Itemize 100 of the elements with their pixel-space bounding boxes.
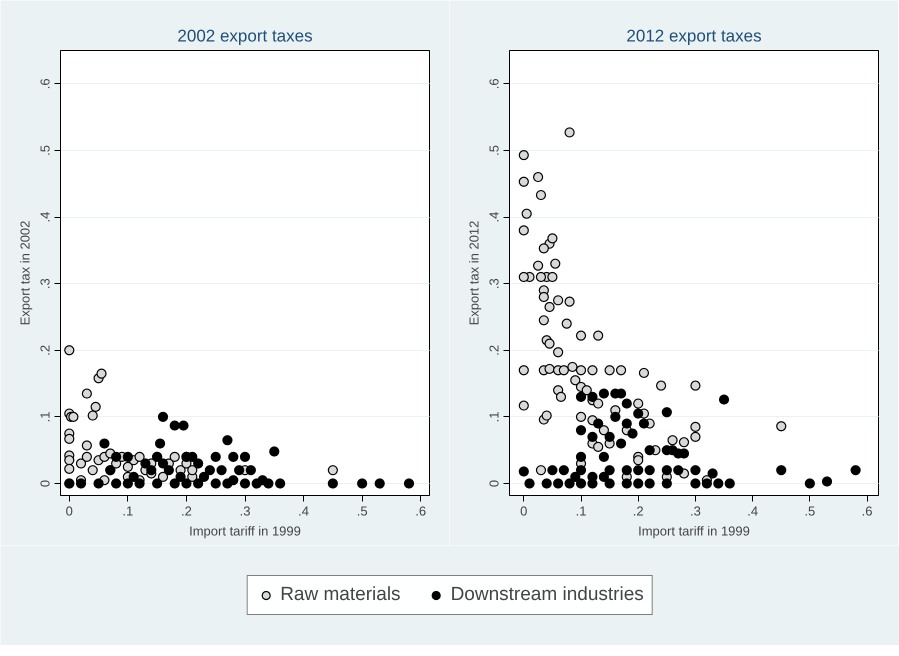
point (822, 476, 832, 487)
point (850, 465, 861, 476)
point (604, 432, 615, 442)
point (622, 418, 632, 429)
point (598, 452, 609, 462)
point (134, 452, 145, 462)
x-tick-label: .4 (747, 504, 758, 518)
point (210, 452, 221, 462)
point (82, 440, 92, 451)
point (111, 478, 122, 489)
x-tick-label: .3 (240, 504, 250, 518)
x-tick-label: .5 (804, 504, 816, 518)
point (357, 478, 368, 489)
point (210, 478, 221, 489)
point (558, 465, 569, 476)
legend-label: Raw materials (280, 584, 401, 606)
point (193, 478, 204, 489)
point (64, 434, 74, 444)
point (216, 465, 227, 476)
point (257, 475, 268, 486)
point (158, 412, 168, 422)
point (644, 445, 655, 456)
point (610, 412, 620, 422)
point (633, 408, 644, 419)
point (598, 388, 609, 399)
point (374, 478, 385, 489)
point (604, 478, 615, 489)
point (576, 465, 586, 476)
x-tick-label: .1 (122, 504, 134, 518)
point (644, 465, 655, 476)
y-tick-label: 0 (38, 480, 52, 488)
point (593, 418, 604, 429)
chart-title: 2002 export taxes (177, 26, 313, 46)
point (152, 478, 162, 489)
point (193, 458, 204, 469)
x-tick-label: .6 (862, 504, 872, 518)
point (269, 446, 280, 457)
point (154, 438, 166, 449)
point (88, 465, 98, 476)
point (134, 478, 145, 489)
point (776, 465, 786, 476)
legend-label: Downstream industries (450, 584, 644, 606)
point (170, 478, 180, 489)
point (240, 452, 250, 462)
x-tick-label: .3 (690, 504, 701, 518)
point (76, 478, 86, 489)
y-tick-label: .3 (486, 278, 502, 290)
point (622, 398, 632, 409)
point (633, 465, 644, 476)
point (170, 452, 180, 462)
x-tick-label: .6 (415, 504, 426, 518)
point (76, 458, 86, 469)
point (633, 478, 644, 489)
point (275, 478, 286, 489)
point (587, 392, 598, 402)
point (82, 388, 92, 399)
x-tick-label: .4 (298, 504, 309, 518)
point (99, 438, 110, 449)
point (713, 478, 724, 489)
point (587, 432, 598, 442)
y-tick-label: .3 (38, 278, 52, 290)
x-tick-label: .2 (632, 504, 644, 518)
point (222, 435, 233, 446)
y-tick-label: 0 (486, 480, 502, 488)
point (707, 468, 718, 479)
point (204, 465, 215, 476)
y-tick-label: .5 (38, 145, 52, 156)
point (404, 478, 414, 489)
point (122, 462, 133, 472)
point (690, 465, 701, 476)
x-tick-label: .5 (356, 504, 368, 518)
point (553, 478, 564, 489)
point (246, 465, 256, 476)
point (82, 452, 92, 462)
point (198, 472, 210, 482)
point (228, 475, 238, 486)
point (64, 455, 74, 466)
point (622, 465, 632, 476)
point (328, 465, 338, 476)
y-axis-title: Export tax in 2012 (466, 220, 482, 326)
point (93, 478, 104, 489)
point (90, 402, 101, 412)
point (644, 478, 655, 489)
point (662, 465, 672, 476)
point (718, 394, 730, 405)
point (88, 410, 98, 421)
point (702, 478, 712, 489)
point (673, 465, 684, 476)
y-tick-label: .2 (486, 344, 502, 356)
point (542, 478, 552, 489)
x-tick-label: .2 (181, 504, 192, 518)
point (604, 465, 615, 476)
point (128, 472, 139, 482)
point (140, 458, 151, 469)
point (181, 478, 192, 489)
x-tick-label: 0 (66, 504, 73, 518)
point (524, 478, 535, 489)
point (234, 465, 244, 476)
point (662, 478, 672, 489)
point (638, 418, 650, 429)
